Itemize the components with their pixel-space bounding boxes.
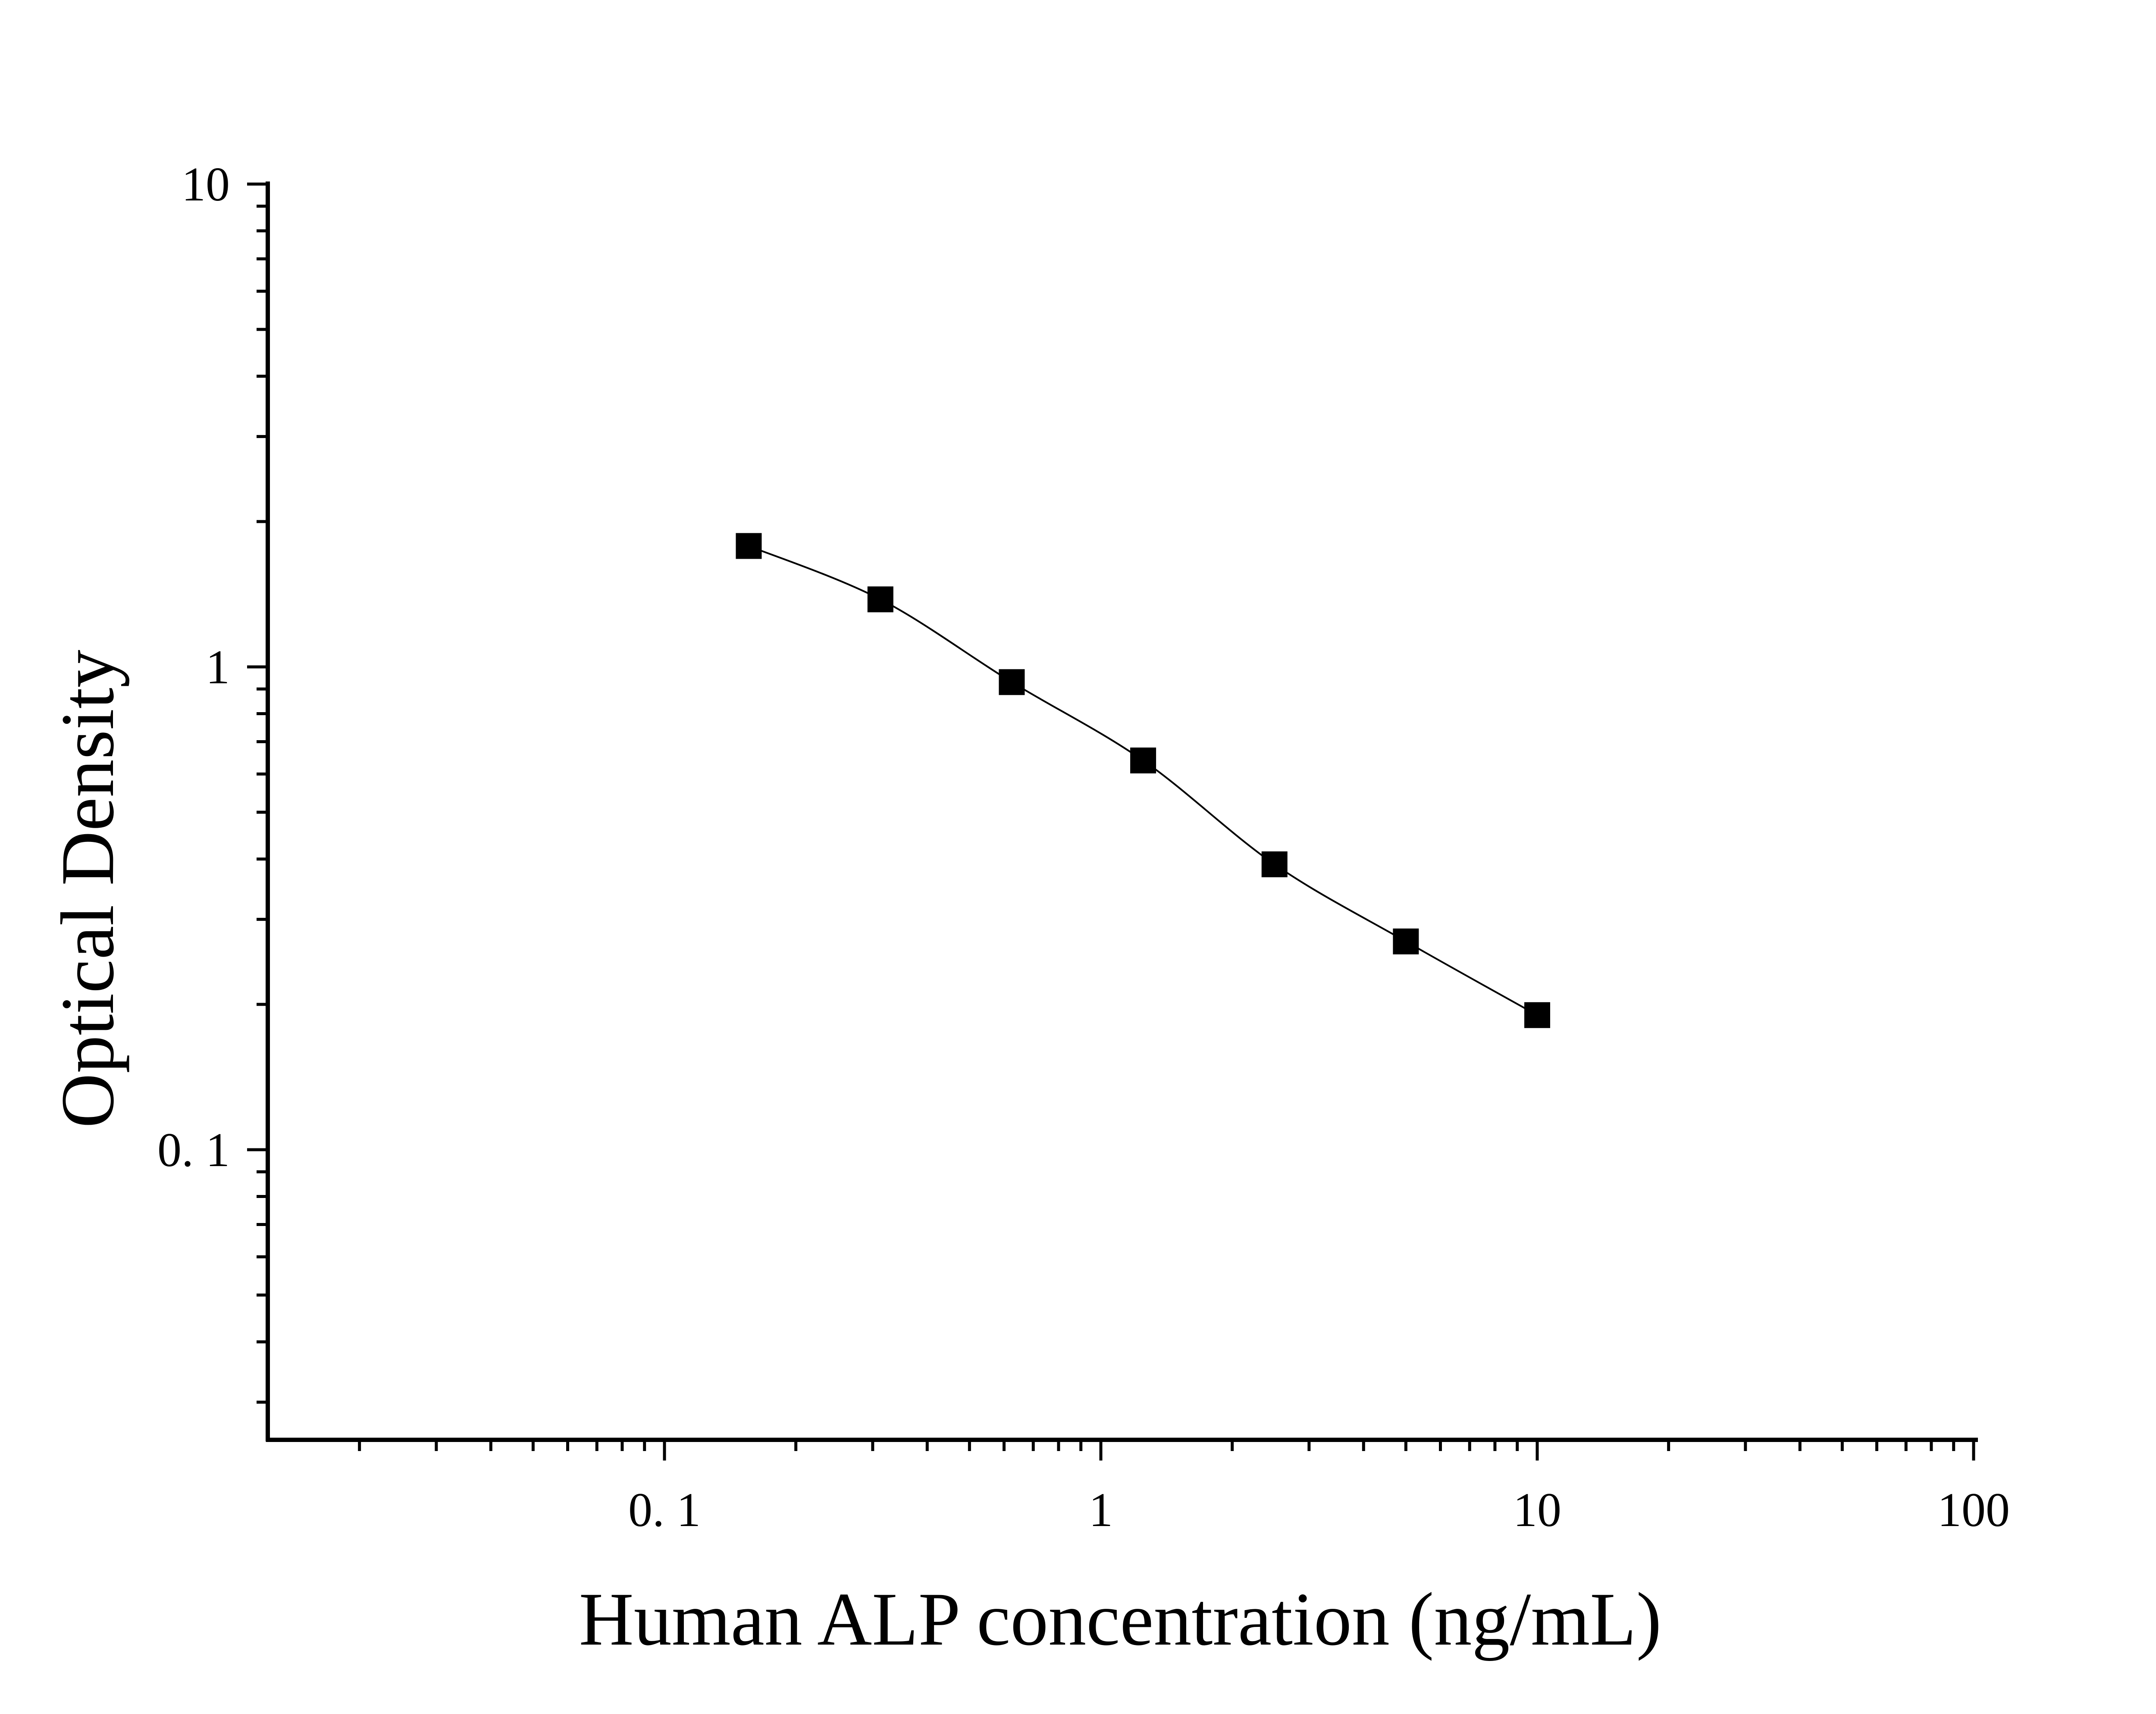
y-axis-title: Optical Density [46, 650, 130, 1128]
data-point-marker [1393, 928, 1419, 954]
fit-curve-layer [748, 545, 1538, 1016]
axes: 0. 1 1 10 100 0. 1 1 10 [157, 158, 2010, 1537]
y-tick-label: 10 [182, 158, 230, 211]
x-tick-label: 10 [1513, 1483, 1561, 1537]
data-point-marker [1261, 851, 1288, 878]
data-point-marker [867, 586, 893, 613]
x-tick-label: 100 [1937, 1483, 2010, 1537]
y-tick-label: 0. 1 [157, 1123, 230, 1177]
x-tick-label: 1 [1089, 1483, 1113, 1537]
x-tick-label: 0. 1 [628, 1483, 701, 1537]
data-point-marker [1130, 748, 1156, 774]
data-point-marker [1524, 1002, 1550, 1028]
fit-curve [748, 545, 1538, 1016]
data-point-marker [736, 533, 762, 559]
data-points [736, 533, 1550, 1028]
x-axis-title: Human ALP concentration (ng/mL) [579, 1577, 1662, 1661]
data-point-marker [999, 669, 1025, 695]
y-tick-label: 1 [206, 641, 230, 694]
